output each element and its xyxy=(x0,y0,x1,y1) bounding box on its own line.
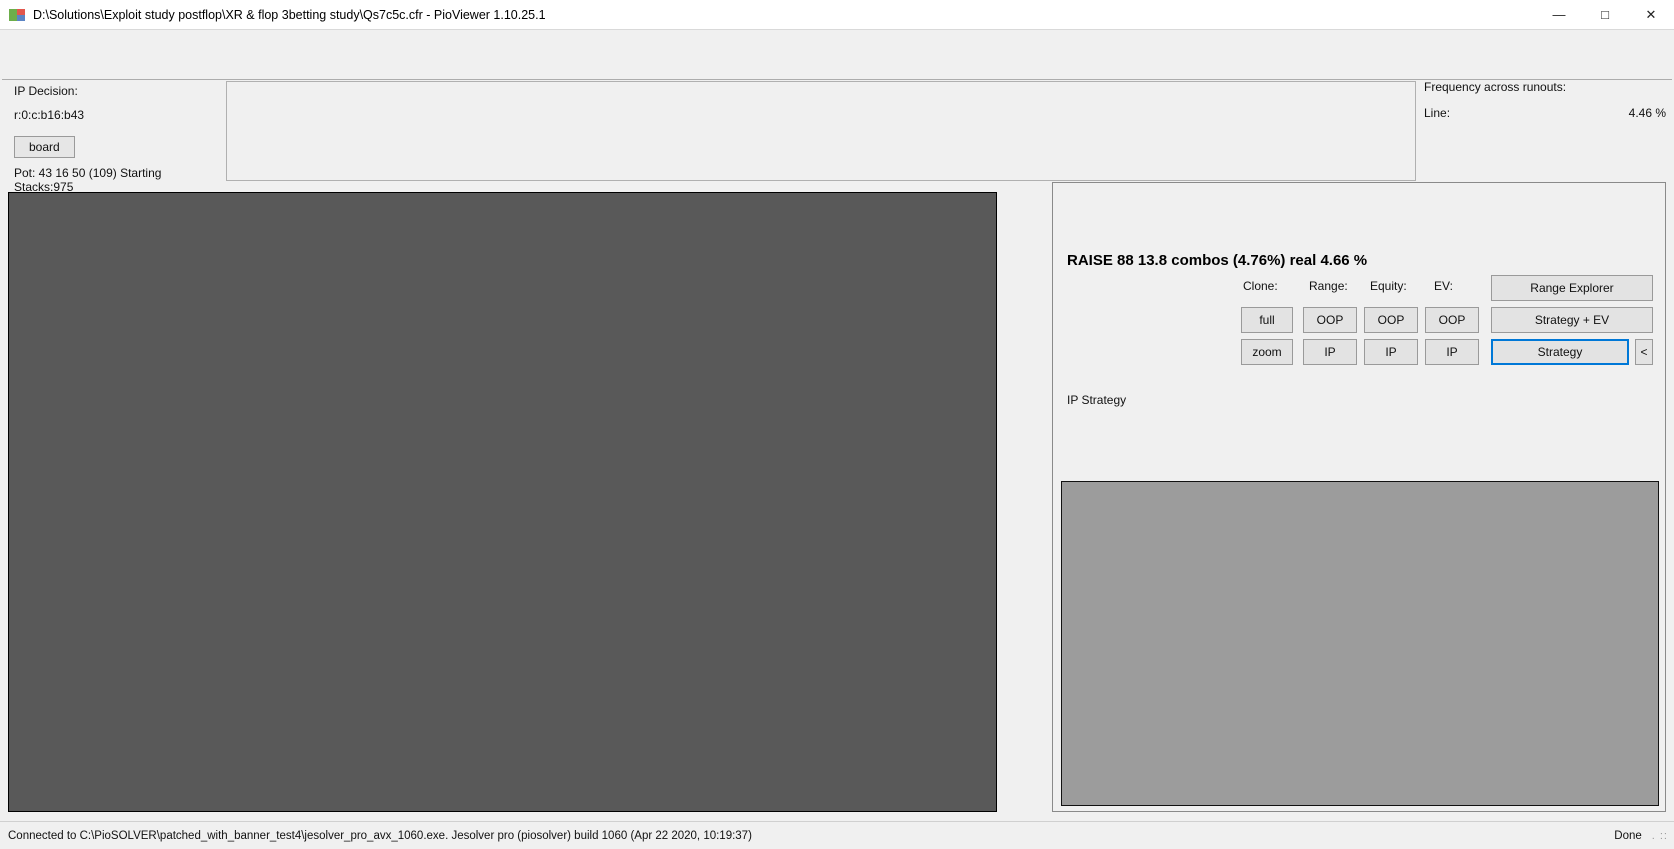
decision-label: IP Decision: xyxy=(14,84,78,98)
app-icon xyxy=(9,7,25,23)
strategy-panel: RAISE 88 13.8 combos (4.76%) real 4.66 %… xyxy=(1052,182,1666,812)
range-ip-button[interactable]: IP xyxy=(1303,339,1357,365)
ev-oop-button[interactable]: OOP xyxy=(1425,307,1479,333)
combo-grid xyxy=(1061,481,1659,806)
clone-full-button[interactable]: full xyxy=(1241,307,1293,333)
line-label: Line: xyxy=(1424,106,1451,120)
back-button[interactable]: < xyxy=(1635,339,1653,365)
frequency-title: Frequency across runouts: xyxy=(1424,80,1567,94)
window-title: D:\Solutions\Exploit study postflop\XR &… xyxy=(33,7,546,22)
status-done: Done xyxy=(1614,829,1642,842)
range-explorer-button[interactable]: Range Explorer xyxy=(1491,275,1653,301)
tree-navigation xyxy=(226,81,1416,181)
status-bar: Connected to C:\PioSOLVER\patched_with_b… xyxy=(0,821,1674,849)
strategy-summary-text: RAISE 88 13.8 combos (4.76%) real 4.66 % xyxy=(1067,251,1368,269)
title-bar: D:\Solutions\Exploit study postflop\XR &… xyxy=(0,0,1674,30)
equity-label: Equity: xyxy=(1370,279,1407,293)
maximize-button[interactable]: □ xyxy=(1601,7,1609,22)
minimize-button[interactable]: — xyxy=(1552,7,1566,22)
clone-zoom-button[interactable]: zoom xyxy=(1241,339,1293,365)
board-button[interactable]: board xyxy=(14,136,75,158)
hand-matrix xyxy=(8,192,997,812)
ip-strategy-label: IP Strategy xyxy=(1067,393,1127,407)
node-line: r:0:c:b16:b43 xyxy=(14,108,85,122)
resize-grip[interactable]: . :: xyxy=(1651,829,1668,842)
tab-page-border xyxy=(2,79,1672,80)
close-button[interactable]: ✕ xyxy=(1645,6,1657,22)
clone-label: Clone: xyxy=(1243,279,1278,293)
strategy-ev-button[interactable]: Strategy + EV xyxy=(1491,307,1653,333)
status-text: Connected to C:\PioSOLVER\patched_with_b… xyxy=(8,829,752,842)
menu-bar xyxy=(0,30,1674,56)
ev-label: EV: xyxy=(1434,279,1453,293)
equity-ip-button[interactable]: IP xyxy=(1364,339,1418,365)
equity-oop-button[interactable]: OOP xyxy=(1364,307,1418,333)
ev-ip-button[interactable]: IP xyxy=(1425,339,1479,365)
range-oop-button[interactable]: OOP xyxy=(1303,307,1357,333)
frequency-panel: Frequency across runouts: Line: 4.46 % xyxy=(1424,80,1666,134)
line-value: 4.46 % xyxy=(1628,106,1666,120)
decision-panel: IP Decision: r:0:c:b16:b43 board Pot: 43… xyxy=(14,84,224,204)
strategy-button[interactable]: Strategy xyxy=(1491,339,1629,365)
range-label: Range: xyxy=(1309,279,1348,293)
pot-line: Pot: 43 16 50 (109) Starting Stacks:975 xyxy=(14,166,162,194)
